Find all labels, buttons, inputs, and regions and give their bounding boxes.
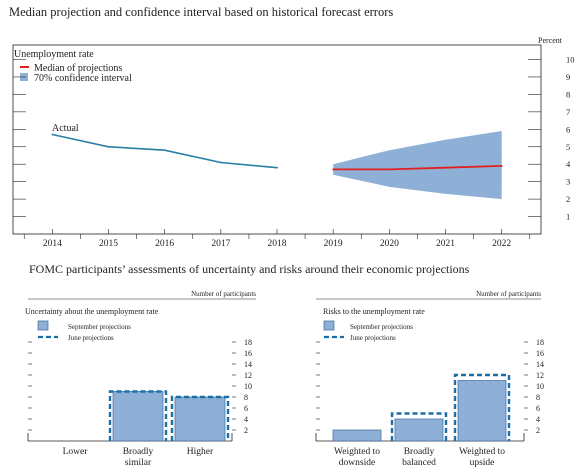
risks-legend-september-label: September projections (350, 323, 413, 331)
x-tick-label: 2016 (155, 239, 174, 249)
risks-y-tick-label: 18 (536, 338, 544, 347)
top-figure-title: Median projection and confidence interva… (9, 5, 393, 19)
uncertainty-june-outline (108, 390, 168, 441)
line-chart-unit-label: Percent (538, 36, 563, 45)
risks-bar-chart: Risks to the unemployment rate Number of… (315, 290, 544, 468)
uncertainty-y-tick-label: 14 (244, 360, 252, 369)
legend-interval-label: 70% confidence interval (34, 73, 132, 84)
y-tick-label: 7 (566, 107, 570, 117)
risks-september-bar (394, 418, 444, 442)
y-tick-label: 6 (566, 124, 570, 134)
y-tick-label: 3 (566, 177, 570, 187)
uncertainty-category-label: Higher (187, 447, 214, 457)
uncertainty-legend-september-swatch (37, 320, 49, 331)
risks-june-outline (453, 373, 511, 441)
risks-y-tick-label: 16 (536, 349, 544, 358)
median-data-point (388, 168, 391, 171)
x-tick-label: 2015 (99, 239, 118, 249)
actual-data-point (276, 166, 278, 169)
uncertainty-y-tick-label: 2 (244, 426, 248, 435)
x-tick-label: 2019 (324, 239, 343, 249)
risks-y-tick-label: 2 (536, 426, 540, 435)
risks-category-label: Weighted to (459, 447, 505, 457)
actual-data-point (163, 149, 166, 152)
median-projection-line (333, 165, 502, 171)
x-tick-label: 2018 (268, 239, 287, 249)
median-data-point (444, 166, 447, 169)
risks-legend-september-swatch (323, 320, 335, 331)
actual-annotation: Actual (52, 123, 79, 134)
x-tick-label: 2020 (380, 239, 399, 249)
risks-y-tick-label: 12 (536, 371, 544, 380)
risks-y-tick-label: 10 (536, 382, 544, 391)
uncertainty-y-tick-label: 18 (244, 338, 252, 347)
uncertainty-y-tick-label: 12 (244, 371, 252, 380)
line-chart-title: Unemployment rate (14, 49, 94, 60)
x-tick-label: 2022 (492, 239, 511, 249)
risks-legend-june-label: June projections (350, 334, 396, 342)
uncertainty-y-tick-label: 6 (244, 404, 248, 413)
unemployment-projection-chart: Unemployment rate Percent Actual Median … (12, 36, 575, 249)
uncertainty-september-bar (112, 391, 164, 442)
confidence-interval-band (333, 131, 502, 200)
uncertainty-category-label: similar (125, 458, 152, 468)
y-tick-label: 4 (566, 159, 571, 169)
legend-median-label: Median of projections (34, 63, 122, 74)
risks-category-label: Weighted to (334, 447, 380, 457)
y-tick-label: 9 (566, 72, 570, 82)
risks-unit-label: Number of participants (476, 290, 541, 298)
uncertainty-category-label: Lower (63, 447, 89, 457)
x-tick-label: 2014 (43, 239, 62, 249)
uncertainty-unit-label: Number of participants (191, 290, 256, 298)
uncertainty-y-tick-label: 8 (244, 393, 248, 402)
uncertainty-bar-chart: Uncertainty about the unemployment rate … (25, 290, 256, 468)
risks-legend: September projections June projections (323, 320, 413, 342)
actual-data-point (107, 145, 110, 148)
risks-category-label: balanced (402, 458, 436, 468)
x-tick-label: 2021 (436, 239, 455, 249)
actual-data-point (219, 161, 222, 164)
y-tick-label: 8 (566, 89, 570, 99)
risks-category-label: upside (470, 458, 495, 468)
uncertainty-legend: September projections June projections (37, 320, 131, 342)
uncertainty-category-label: Broadly (123, 447, 154, 457)
y-tick-label: 5 (566, 142, 570, 152)
risks-september-bar (332, 429, 382, 442)
uncertainty-september-bar (174, 396, 226, 442)
uncertainty-legend-september-label: September projections (68, 323, 131, 331)
median-data-point (500, 165, 503, 167)
uncertainty-y-tick-label: 16 (244, 349, 252, 358)
risks-category-label: downside (339, 458, 375, 468)
actual-data-point (51, 133, 54, 136)
risks-category-label: Broadly (404, 447, 435, 457)
risks-y-tick-label: 8 (536, 393, 540, 402)
risks-y-tick-label: 4 (536, 415, 540, 424)
risks-y-tick-label: 14 (536, 360, 544, 369)
uncertainty-legend-june-label: June projections (68, 334, 114, 342)
bottom-figure-title: FOMC participants’ assessments of uncert… (29, 262, 470, 276)
median-data-point (332, 168, 335, 171)
risks-y-tick-label: 6 (536, 404, 540, 413)
y-tick-label: 2 (566, 194, 570, 204)
line-chart-legend: Median of projections 70% confidence int… (20, 63, 132, 84)
y-tick-label: 10 (566, 55, 575, 65)
risks-chart-title: Risks to the unemployment rate (323, 307, 425, 316)
y-tick-label: 1 (566, 212, 570, 222)
uncertainty-y-tick-label: 10 (244, 382, 252, 391)
risks-september-bar (457, 380, 507, 442)
uncertainty-y-tick-label: 4 (244, 415, 248, 424)
x-tick-label: 2017 (211, 239, 230, 249)
uncertainty-june-outline (170, 395, 230, 441)
uncertainty-chart-title: Uncertainty about the unemployment rate (25, 307, 159, 316)
